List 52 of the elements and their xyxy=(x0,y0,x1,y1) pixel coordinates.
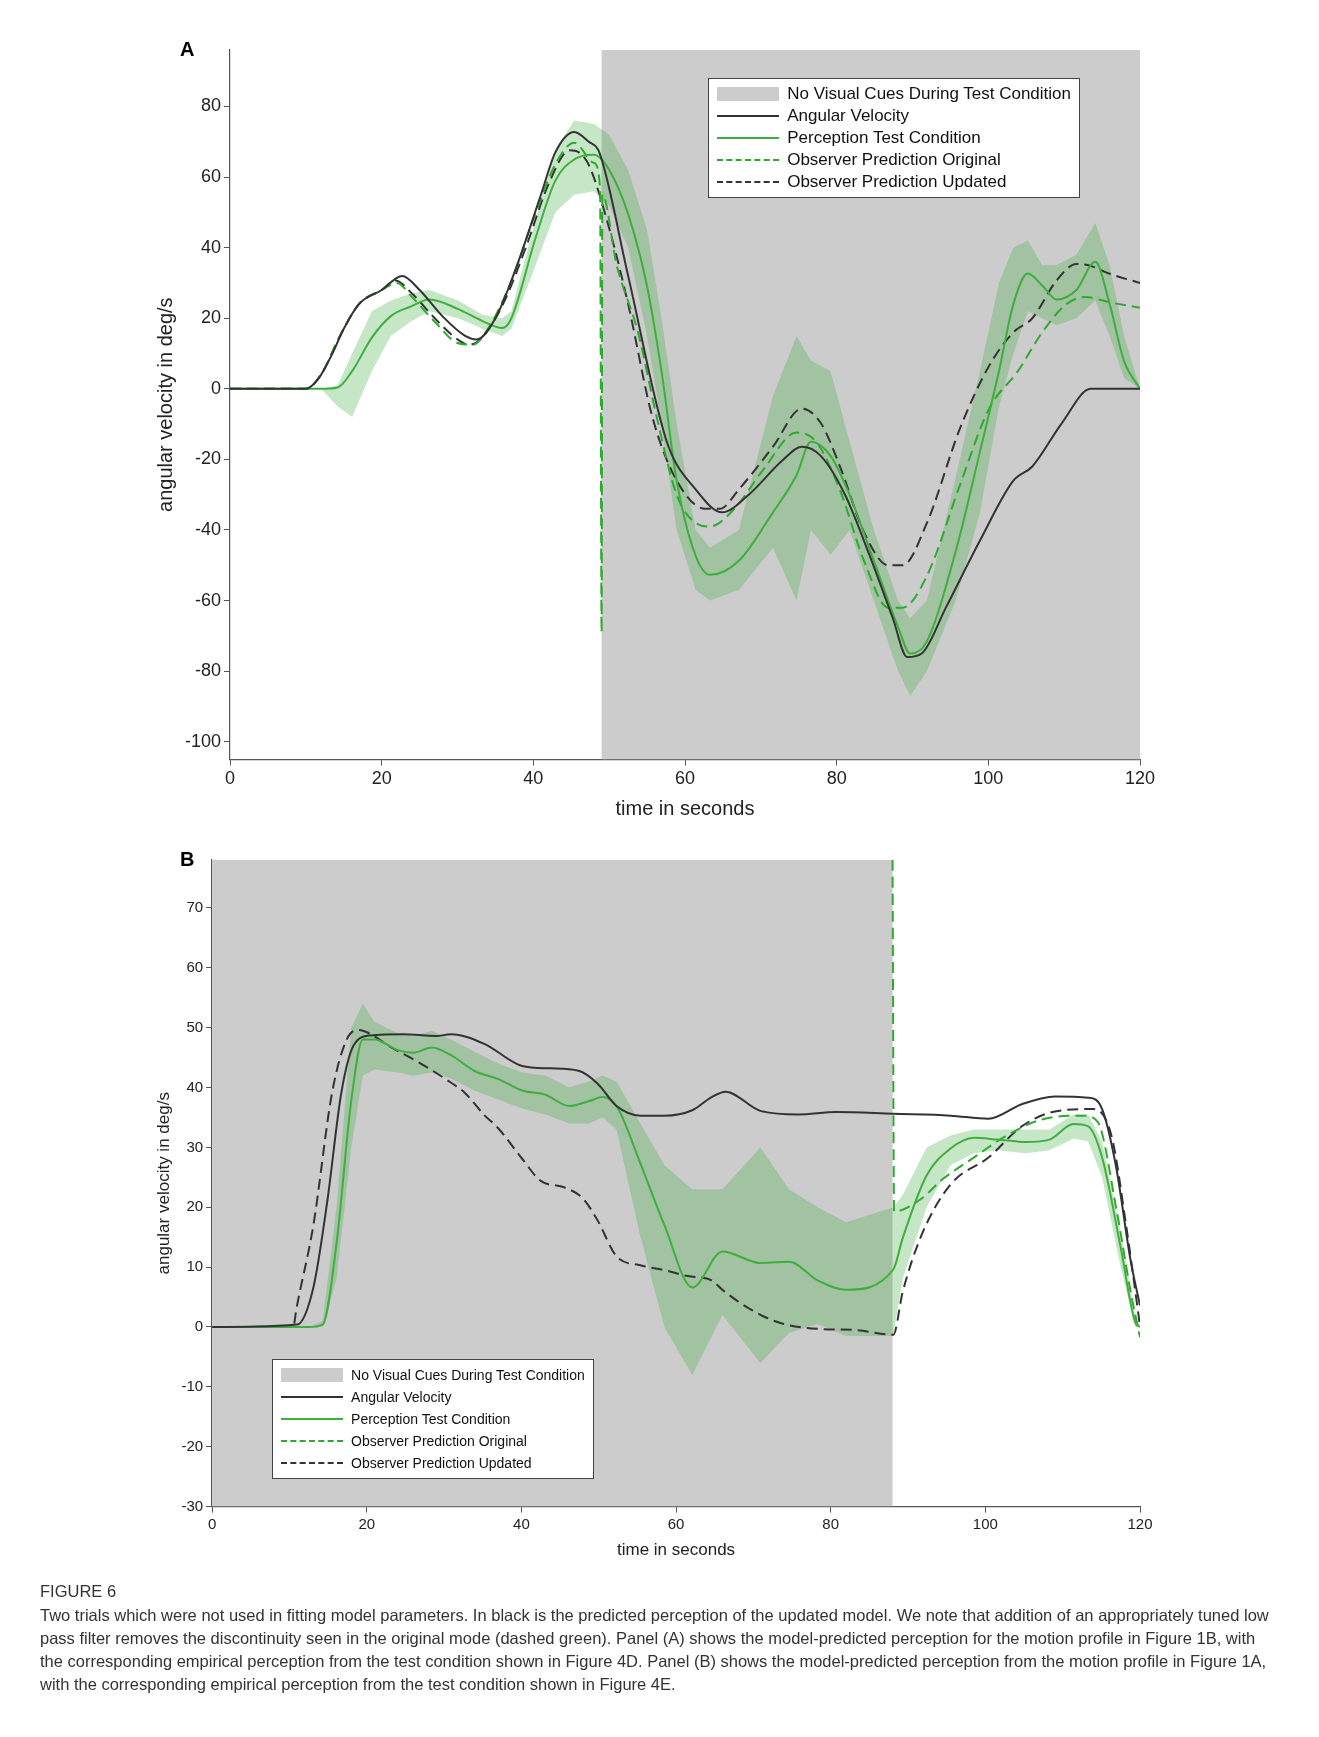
y-tick-label: 40 xyxy=(201,236,222,257)
y-tick-label: -10 xyxy=(181,1377,204,1394)
y-tick-label: 70 xyxy=(186,898,204,916)
y-tick-label: -80 xyxy=(195,660,222,681)
y-tick-label: -20 xyxy=(195,448,222,469)
x-tick-label: 40 xyxy=(523,768,544,789)
x-tick-label: 20 xyxy=(358,1514,376,1532)
x-tick-label: 80 xyxy=(822,1514,840,1532)
x-tick-label: 100 xyxy=(972,1514,998,1532)
text: A xyxy=(180,38,195,61)
text: B xyxy=(180,848,195,871)
x-tick-label: 80 xyxy=(826,768,847,789)
legend-label: Perception Test Condition xyxy=(351,1410,511,1427)
y-tick-label: 20 xyxy=(186,1197,204,1215)
y-tick-label: -60 xyxy=(195,589,222,610)
y-tick-label: 10 xyxy=(186,1257,204,1275)
text: Two trials which were not used in fitting model parameters. In black is the predicted perception of the updated model. We note that addition of an appropriately tuned low pass filter removes the discontinuity seen in the original mode (dashed green). Panel (A) shows the model-predicted perception for the motion profile in Figure 1B, with the corresponding empirical perception from the test condition shown in Figure 4D. Panel (B) shows the model-predicted perception from the motion profile in Figure 1A, with the corresponding empirical perception from the test condition shown in Figure 4E. xyxy=(40,1605,1270,1695)
x-tick-label: 0 xyxy=(225,768,236,789)
y-tick-label: 50 xyxy=(186,1017,204,1035)
y-tick-label: -30 xyxy=(181,1496,204,1514)
x-tick-label: 40 xyxy=(513,1514,530,1532)
y-axis-title: angular velocity in deg/s xyxy=(153,1092,173,1275)
y-tick-label: 60 xyxy=(201,166,222,187)
legend-label: Observer Prediction Updated xyxy=(351,1454,532,1471)
legend-label: Observer Prediction Updated xyxy=(787,172,1007,192)
y-tick-label: 30 xyxy=(186,1137,204,1155)
y-axis-title: angular velocity in deg/s xyxy=(153,297,176,512)
legend-label: Observer Prediction Original xyxy=(787,150,1001,170)
x-tick-label: 120 xyxy=(1127,1514,1153,1532)
x-tick-label: 20 xyxy=(371,768,392,789)
x-tick-label: 60 xyxy=(667,1514,685,1532)
legend-label: Angular Velocity xyxy=(351,1388,452,1405)
y-tick-label: 0 xyxy=(194,1317,204,1335)
y-tick-label: -40 xyxy=(195,518,222,539)
x-tick-label: 60 xyxy=(675,768,696,789)
x-axis-title: time in seconds xyxy=(615,796,755,819)
x-tick-label: 100 xyxy=(973,768,1004,789)
y-tick-label: 40 xyxy=(186,1077,204,1095)
y-tick-label: -20 xyxy=(181,1436,204,1454)
legend-label: Angular Velocity xyxy=(787,106,910,126)
band-label: No Visual Cues During Test Condition xyxy=(787,84,1071,104)
y-tick-label: 60 xyxy=(186,957,204,975)
y-tick-label: 0 xyxy=(211,377,222,398)
y-tick-label: 80 xyxy=(201,95,222,116)
caption: FIGURE 6 xyxy=(40,1581,118,1602)
y-tick-label: 20 xyxy=(201,307,222,328)
y-tick-label: -100 xyxy=(185,730,222,751)
x-tick-label: 120 xyxy=(1124,768,1156,789)
legend-label: Observer Prediction Original xyxy=(351,1432,527,1449)
band-label: No Visual Cues During Test Condition xyxy=(351,1366,585,1383)
x-axis-title: time in seconds xyxy=(616,1540,736,1560)
legend-label: Perception Test Condition xyxy=(787,128,981,148)
